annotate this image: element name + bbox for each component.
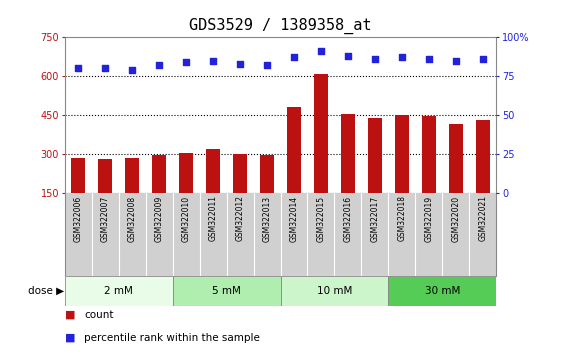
Point: [289, 55, 298, 60]
Text: 30 mM: 30 mM: [425, 286, 460, 296]
Text: GSM322006: GSM322006: [73, 195, 82, 242]
Bar: [233, 154, 247, 193]
Text: dose ▶: dose ▶: [28, 286, 64, 296]
Bar: [71, 158, 85, 193]
Point: [370, 56, 379, 62]
Text: GSM322020: GSM322020: [452, 195, 461, 241]
Point: [209, 58, 218, 63]
Bar: [367, 118, 383, 193]
Point: [343, 53, 352, 59]
Text: GSM322012: GSM322012: [236, 195, 245, 241]
Text: GSM322019: GSM322019: [425, 195, 434, 241]
Bar: [173, 276, 280, 306]
Bar: [389, 276, 496, 306]
Text: GDS3529 / 1389358_at: GDS3529 / 1389358_at: [189, 17, 372, 34]
Text: GSM322014: GSM322014: [289, 195, 298, 241]
Text: 2 mM: 2 mM: [104, 286, 133, 296]
Point: [100, 65, 109, 71]
Bar: [125, 158, 140, 193]
Text: GSM322013: GSM322013: [263, 195, 272, 241]
Point: [425, 56, 434, 62]
Bar: [476, 120, 490, 193]
Point: [398, 55, 407, 60]
Bar: [394, 115, 410, 193]
Bar: [151, 155, 167, 193]
Text: GSM322007: GSM322007: [100, 195, 109, 242]
Text: GSM322011: GSM322011: [209, 195, 218, 241]
Text: count: count: [84, 310, 114, 320]
Point: [263, 62, 272, 68]
Bar: [98, 159, 112, 193]
Text: ■: ■: [65, 333, 79, 343]
Text: GSM322018: GSM322018: [398, 195, 407, 241]
Bar: [205, 149, 220, 193]
Point: [127, 67, 136, 73]
Text: percentile rank within the sample: percentile rank within the sample: [84, 333, 260, 343]
Point: [479, 56, 488, 62]
Point: [154, 62, 163, 68]
Point: [236, 61, 245, 67]
Bar: [178, 153, 194, 193]
Bar: [280, 276, 388, 306]
Text: 5 mM: 5 mM: [212, 286, 241, 296]
Bar: [260, 155, 274, 193]
Point: [73, 65, 82, 71]
Text: GSM322009: GSM322009: [154, 195, 163, 242]
Point: [316, 48, 325, 54]
Bar: [314, 74, 328, 193]
Text: GSM322017: GSM322017: [370, 195, 379, 241]
Text: GSM322008: GSM322008: [127, 195, 136, 241]
Bar: [341, 114, 356, 193]
Text: GSM322016: GSM322016: [343, 195, 352, 241]
Bar: [287, 107, 301, 193]
Point: [452, 58, 461, 63]
Bar: [65, 276, 173, 306]
Text: GSM322021: GSM322021: [479, 195, 488, 241]
Text: GSM322010: GSM322010: [182, 195, 191, 241]
Point: [182, 59, 191, 65]
Text: ■: ■: [65, 310, 79, 320]
Text: GSM322015: GSM322015: [316, 195, 325, 241]
Bar: [421, 116, 436, 193]
Text: 10 mM: 10 mM: [317, 286, 352, 296]
Bar: [449, 124, 463, 193]
